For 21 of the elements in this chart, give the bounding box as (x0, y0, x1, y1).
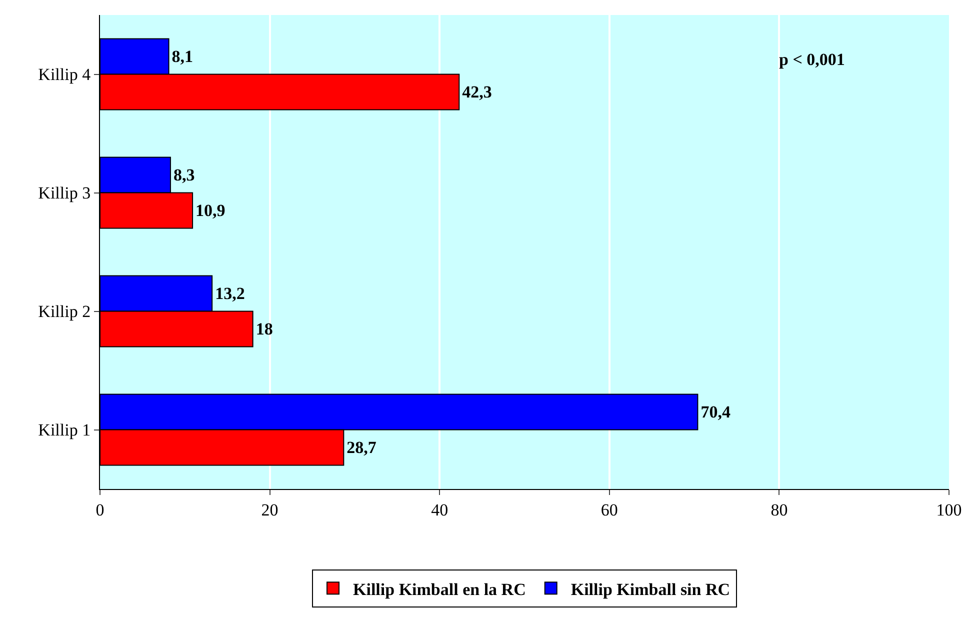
annotation: p < 0,001 (779, 50, 845, 69)
x-tick-label: 40 (431, 500, 448, 520)
x-tick-label: 80 (770, 500, 788, 520)
data-label: 8,3 (173, 165, 195, 184)
legend-label: Killip Kimball en la RC (353, 580, 526, 599)
legend-label: Killip Kimball sin RC (570, 580, 730, 599)
y-tick-label: Killip 1 (38, 420, 91, 440)
data-label: 10,9 (196, 201, 226, 220)
data-label: 70,4 (700, 402, 731, 422)
data-label: 28,7 (346, 438, 377, 458)
data-label: 42,3 (462, 82, 492, 102)
y-tick-label: Killip 2 (38, 302, 91, 322)
y-tick-label: Killip 3 (38, 184, 91, 203)
x-tick-label: 20 (261, 500, 278, 520)
x-tick-label: 0 (96, 500, 104, 520)
data-label: 13,2 (215, 284, 245, 303)
x-tick-label: 100 (936, 500, 962, 520)
y-tick-label: Killip 4 (38, 65, 92, 84)
x-tick-label: 60 (600, 500, 618, 520)
data-label: 18 (256, 320, 273, 339)
data-label: 8,1 (172, 46, 194, 66)
